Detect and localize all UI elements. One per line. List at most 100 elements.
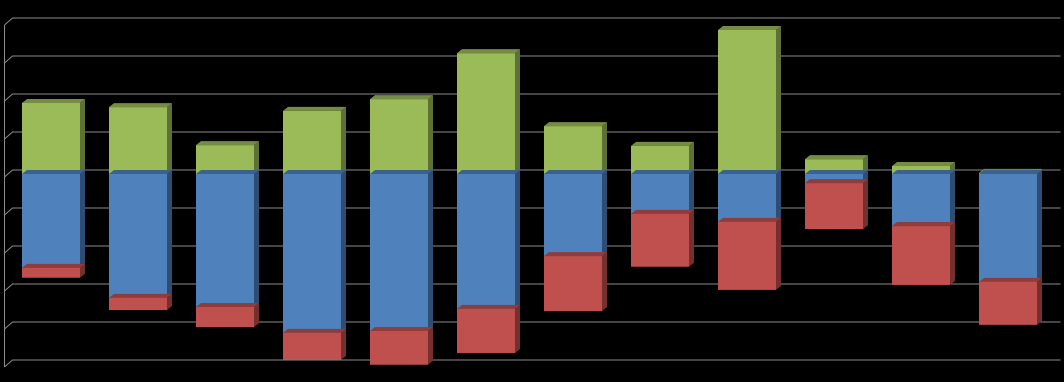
bar-top xyxy=(283,106,346,111)
bar-front xyxy=(631,145,689,174)
bar-side xyxy=(167,103,172,174)
bar-top xyxy=(892,170,955,174)
bar-segment xyxy=(718,25,781,175)
bar-segment xyxy=(109,103,172,174)
bar-segment xyxy=(22,98,85,174)
grid-line xyxy=(4,207,1061,216)
bar-front xyxy=(457,174,515,309)
bar-front xyxy=(370,99,428,174)
bar-front xyxy=(22,102,80,174)
bar-side xyxy=(515,170,520,309)
bars xyxy=(22,25,1042,365)
grid-line xyxy=(4,359,1061,368)
bar-front xyxy=(892,174,950,227)
bar-top xyxy=(892,222,955,227)
bar-side xyxy=(428,326,433,365)
bar-top xyxy=(109,103,172,108)
bar-side xyxy=(602,170,607,257)
bar-side xyxy=(341,106,346,174)
bar-segment xyxy=(631,141,694,174)
bar-side xyxy=(515,49,520,174)
bar-top xyxy=(631,141,694,146)
bar-segment xyxy=(631,170,694,214)
bar-top xyxy=(370,326,433,331)
bar-top xyxy=(805,170,868,174)
bar-top xyxy=(109,293,172,298)
bar-top xyxy=(283,170,346,174)
grid-line xyxy=(4,283,1061,292)
bar-segment xyxy=(196,303,259,328)
bar-side xyxy=(167,293,172,311)
bar-side xyxy=(341,170,346,333)
bar-top xyxy=(109,170,172,174)
bar-top xyxy=(370,95,433,100)
bar-top xyxy=(196,303,259,307)
bar-front xyxy=(805,183,863,230)
bar-side xyxy=(950,222,955,285)
bar-segment xyxy=(196,141,259,174)
bar-top xyxy=(544,170,607,174)
bar-segment xyxy=(457,170,520,309)
bar-segment xyxy=(370,95,433,174)
bar-side xyxy=(776,170,781,222)
bar-side xyxy=(863,179,868,230)
bar-top xyxy=(544,122,607,127)
bar-front xyxy=(718,174,776,222)
bar-side xyxy=(602,122,607,174)
bar-segment xyxy=(805,179,868,230)
grid-line xyxy=(4,17,1061,26)
bar-top xyxy=(457,49,520,54)
bar-top xyxy=(196,141,259,146)
bar-front xyxy=(109,174,167,298)
bar-top xyxy=(979,170,1042,174)
bar-front xyxy=(22,174,80,268)
bar-side xyxy=(689,209,694,267)
bar-side xyxy=(428,170,433,331)
bar-segment xyxy=(109,293,172,311)
bar-top xyxy=(22,98,85,103)
bar-front xyxy=(631,174,689,214)
bar-top xyxy=(718,25,781,30)
bar-side xyxy=(167,170,172,298)
bar-front xyxy=(718,29,776,175)
bar-segment xyxy=(283,106,346,174)
bar-front xyxy=(283,332,341,360)
bar-side xyxy=(254,170,259,307)
bar-front xyxy=(283,110,341,174)
bar-side xyxy=(515,304,520,353)
grid-line xyxy=(4,93,1061,102)
grid-line xyxy=(4,321,1061,330)
bar-front xyxy=(544,174,602,257)
bar-segment xyxy=(892,170,955,227)
bar-side xyxy=(950,170,955,227)
bar-front xyxy=(544,256,602,312)
bar-front xyxy=(196,174,254,307)
bar-side xyxy=(254,303,259,328)
bar-segment xyxy=(196,170,259,307)
bar-front xyxy=(22,267,80,278)
bar-side xyxy=(80,263,85,278)
bar-top xyxy=(892,162,955,167)
bar-top xyxy=(22,263,85,268)
grid-line xyxy=(4,169,1061,178)
bar-top xyxy=(457,170,520,174)
bar-top xyxy=(631,209,694,214)
bar-segment xyxy=(631,209,694,267)
bar-side xyxy=(776,25,781,175)
bar-segment xyxy=(283,328,346,360)
bar-segment xyxy=(22,170,85,268)
bar-side xyxy=(428,95,433,174)
bar-front xyxy=(631,213,689,267)
bar-side xyxy=(1037,170,1042,282)
bar-top xyxy=(805,179,868,184)
bar-top xyxy=(718,217,781,222)
bar-side xyxy=(689,170,694,214)
bar-top xyxy=(283,328,346,333)
bar-segment xyxy=(544,252,607,312)
bar-side xyxy=(689,141,694,174)
bar-front xyxy=(979,174,1037,282)
bar-top xyxy=(544,252,607,257)
bar-segment xyxy=(457,49,520,174)
